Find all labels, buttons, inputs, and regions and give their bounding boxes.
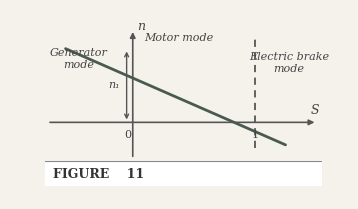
- Text: FIGURE    11: FIGURE 11: [53, 168, 144, 181]
- Text: Generator
mode: Generator mode: [50, 48, 108, 70]
- Text: n: n: [137, 20, 145, 33]
- Text: 1: 1: [251, 130, 258, 140]
- Text: Motor mode: Motor mode: [145, 33, 214, 43]
- Text: S: S: [310, 104, 319, 117]
- Text: 0: 0: [124, 130, 131, 140]
- Text: n₁: n₁: [108, 80, 120, 90]
- Text: Electric brake
mode: Electric brake mode: [249, 52, 329, 74]
